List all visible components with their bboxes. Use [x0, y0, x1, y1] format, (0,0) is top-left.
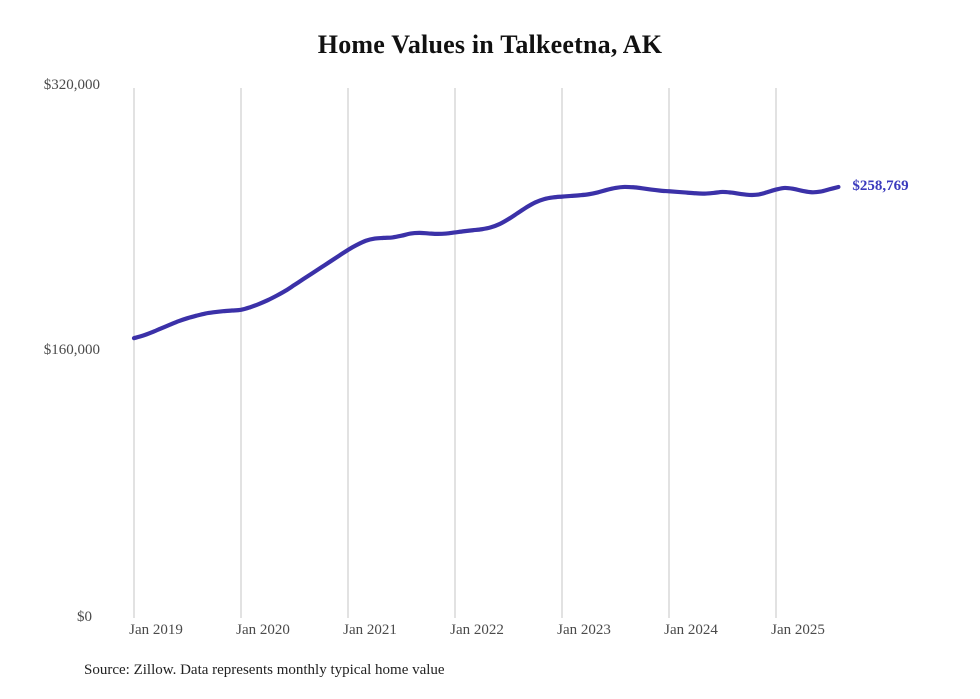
x-axis-tick-jan-2019: Jan 2019	[129, 622, 183, 638]
x-axis-tick-jan-2025: Jan 2025	[771, 622, 825, 638]
y-axis-tick-mid: $160,000	[43, 342, 100, 358]
series-line-typical-home-value	[131, 184, 841, 341]
x-axis-tick-jan-2020: Jan 2020	[236, 622, 290, 638]
x-axis-tick-jan-2023: Jan 2023	[557, 622, 611, 638]
series-end-value-label: $258,769	[852, 177, 909, 194]
x-axis-tick-jan-2022: Jan 2022	[450, 622, 504, 638]
x-axis-tick-jan-2024: Jan 2024	[664, 622, 718, 638]
page-title: Home Values in Talkeetna, AK	[317, 30, 663, 59]
y-axis-tick-top: $320,000	[43, 77, 100, 93]
y-axis-tick-bottom: $0	[77, 609, 92, 625]
x-axis-tick-jan-2021: Jan 2021	[343, 622, 397, 638]
source-footnote: Source: Zillow. Data represents monthly …	[84, 662, 445, 678]
gridlines-group	[133, 88, 777, 618]
